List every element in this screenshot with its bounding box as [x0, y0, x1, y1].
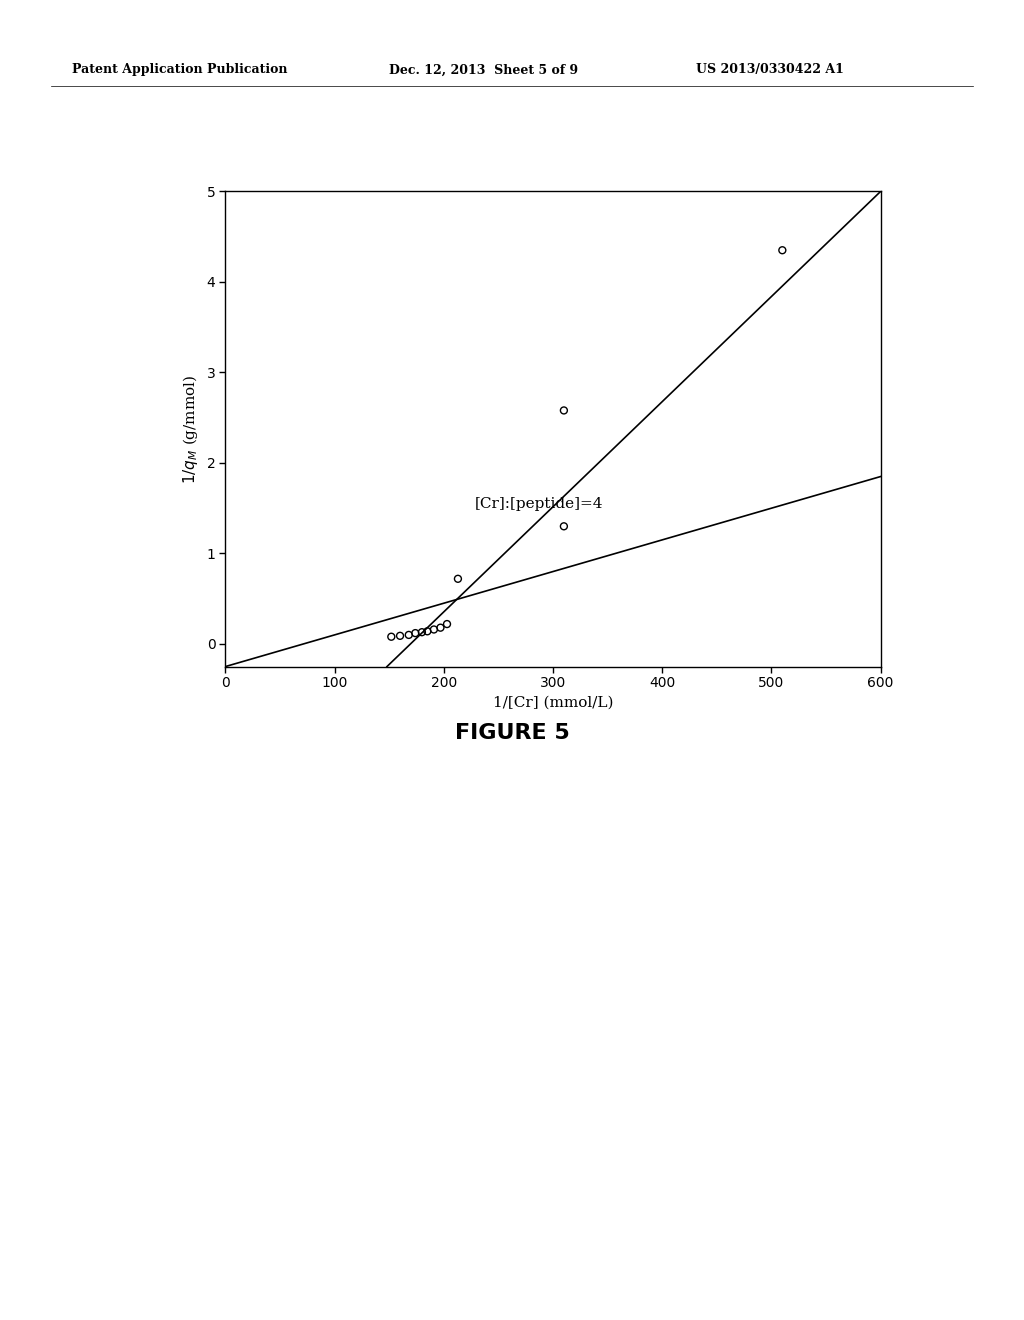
Point — [426, 619, 442, 640]
Point — [432, 618, 449, 639]
Y-axis label: $1/q_M$ (g/mmol): $1/q_M$ (g/mmol) — [181, 374, 200, 484]
Point — [439, 614, 456, 635]
Text: Dec. 12, 2013  Sheet 5 of 9: Dec. 12, 2013 Sheet 5 of 9 — [389, 63, 579, 77]
Text: FIGURE 5: FIGURE 5 — [455, 722, 569, 743]
Point — [392, 626, 409, 647]
Point — [408, 623, 424, 644]
Point — [414, 622, 430, 643]
Text: Patent Application Publication: Patent Application Publication — [72, 63, 287, 77]
X-axis label: 1/[Cr] (mmol/L): 1/[Cr] (mmol/L) — [493, 696, 613, 710]
Point — [774, 240, 791, 261]
Text: US 2013/0330422 A1: US 2013/0330422 A1 — [696, 63, 844, 77]
Point — [556, 516, 572, 537]
Point — [556, 400, 572, 421]
Text: [Cr]:[peptide]=4: [Cr]:[peptide]=4 — [474, 496, 603, 511]
Point — [400, 624, 417, 645]
Point — [383, 626, 399, 647]
Point — [450, 568, 466, 589]
Point — [419, 620, 435, 642]
